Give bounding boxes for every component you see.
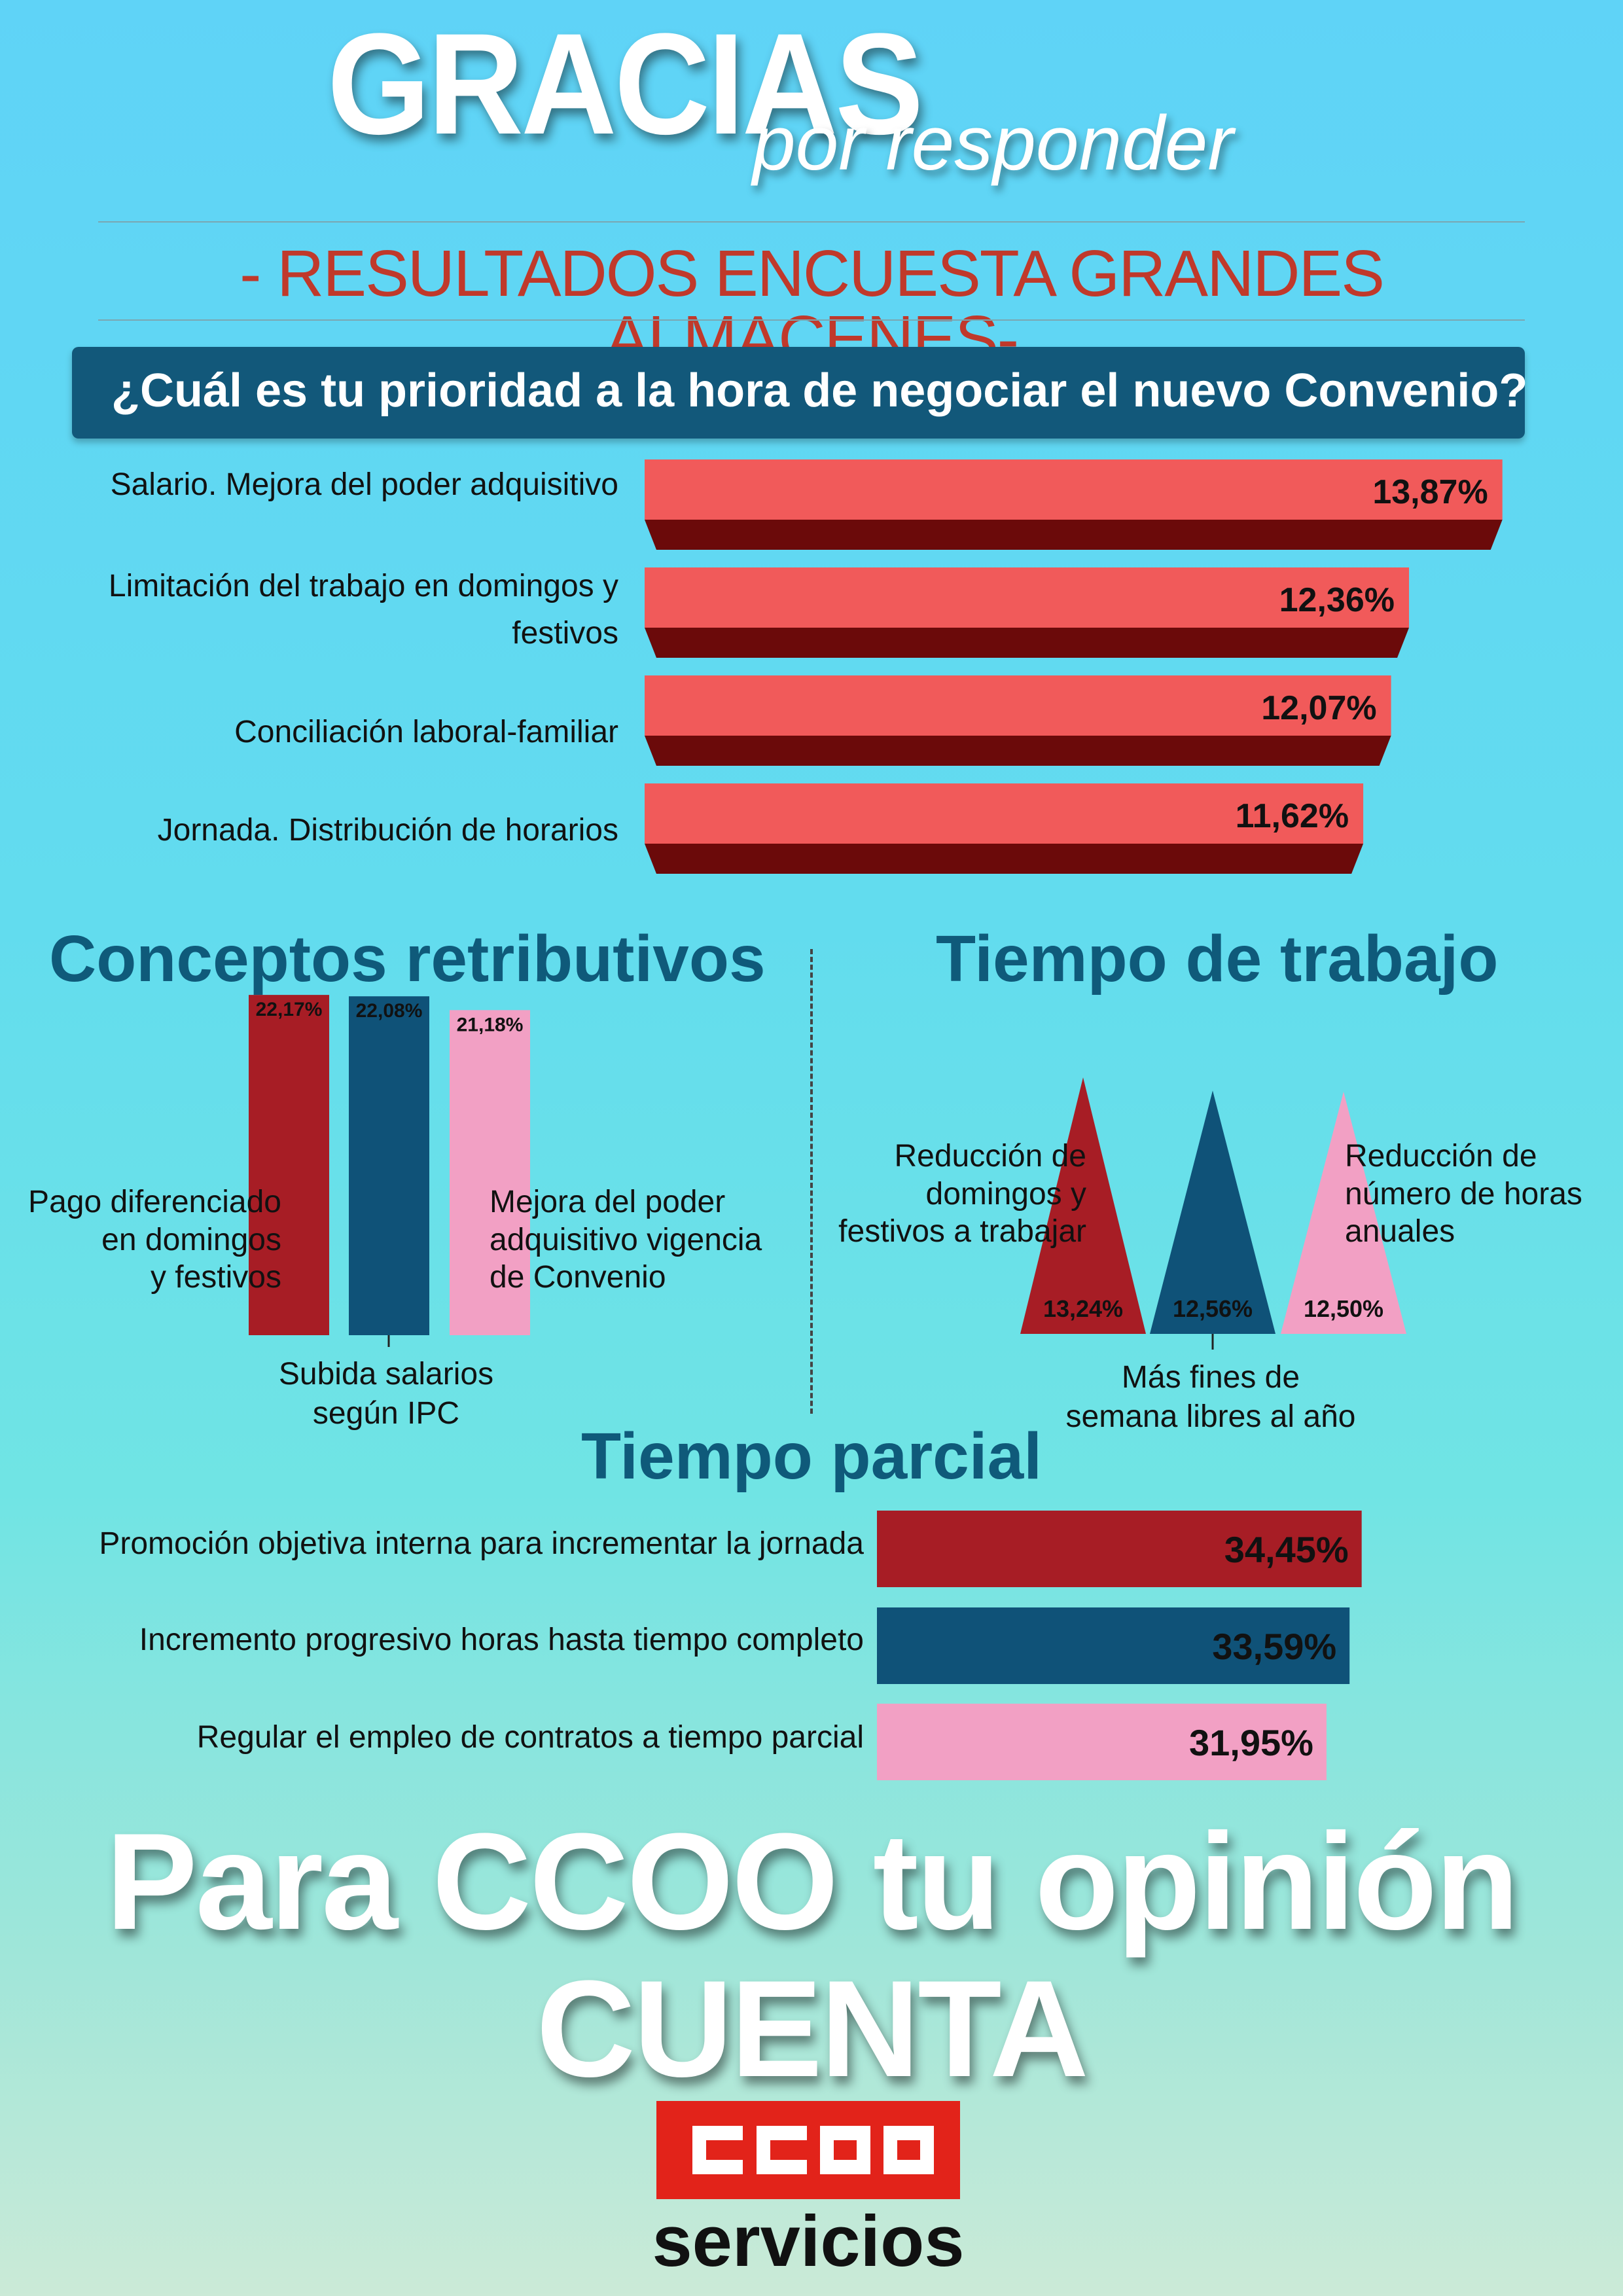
section-title-conceptos: Conceptos retributivos: [49, 922, 766, 996]
parcial-bar: [877, 1607, 1350, 1684]
question-text: ¿Cuál es tu prioridad a la hora de negoc…: [111, 365, 1528, 417]
top-rule: [98, 221, 1525, 223]
parcial-label-1: Promoción objetiva interna para incremen…: [99, 1526, 864, 1561]
bottom-rule: [98, 319, 1525, 321]
main-subtitle: por responder: [753, 100, 1234, 187]
priority-bar-side: [645, 520, 1503, 550]
parcial-label-2: Incremento progresivo horas hasta tiempo…: [139, 1623, 864, 1657]
priority-value-label: 13,87%: [1372, 473, 1488, 511]
tiempo-triangle: [1020, 1077, 1146, 1334]
tiempo-value-label: 12,56%: [1173, 1295, 1253, 1322]
parcial-bar: [877, 1704, 1327, 1780]
tiempo-label-bottom: Más fines de semana libres al año: [1065, 1360, 1356, 1434]
section-title-tiempo-trabajo: Tiempo de trabajo: [936, 922, 1499, 996]
priority-label-2: Limitación del trabajo en domingos y fes…: [108, 569, 618, 651]
tiempo-label-right: Reducción de número de horas anuales: [1345, 1139, 1582, 1249]
parcial-value-label: 34,45%: [1224, 1529, 1349, 1570]
tiempo-value-label: 13,24%: [1043, 1295, 1123, 1322]
ccoo-logo: [656, 2101, 960, 2199]
conceptos-label-bottom: Subida salarios según IPC: [278, 1357, 494, 1431]
main-title: GRACIAS: [327, 3, 923, 164]
tiempo-value-label: 12,50%: [1304, 1295, 1383, 1322]
priority-bar: [645, 567, 1410, 628]
ccoo-logo-mark: [692, 2126, 934, 2174]
tiempo-label-left: Reducción de domingos y festivos a traba…: [838, 1139, 1086, 1249]
footer-line-2: CUENTA: [536, 1952, 1088, 2106]
conceptos-bar: [349, 996, 429, 1335]
footer-line-1: Para CCOO tu opinión: [105, 1804, 1520, 1958]
priority-label-1: Salario. Mejora del poder adquisitivo: [110, 467, 618, 502]
priority-bar: [645, 675, 1391, 736]
section-title-tiempo-parcial: Tiempo parcial: [581, 1420, 1042, 1493]
tiempo-triangle: [1150, 1090, 1275, 1334]
priority-bar-side: [645, 736, 1391, 766]
priority-bar: [645, 459, 1503, 520]
parcial-label-3: Regular el empleo de contratos a tiempo …: [196, 1720, 864, 1755]
parcial-bar-chart: 34,45% 33,59% 31,95%: [877, 1511, 1362, 1780]
section-divider: [810, 949, 813, 1414]
conceptos-bar: [249, 995, 329, 1335]
tiempo-trabajo-chart: 13,24% 12,56% 12,50%: [1020, 1077, 1406, 1350]
conceptos-value-label: 21,18%: [457, 1014, 524, 1035]
conceptos-label-left: Pago diferenciado en domingos y festivos: [28, 1185, 281, 1295]
priority-value-label: 12,07%: [1261, 689, 1376, 727]
conceptos-bar: [450, 1010, 530, 1335]
priority-bar: [645, 783, 1364, 844]
priority-value-label: 11,62%: [1236, 797, 1349, 835]
conceptos-value-label: 22,17%: [256, 999, 323, 1020]
priority-bar-side: [645, 844, 1364, 874]
logo-subtitle: servicios: [652, 2201, 965, 2282]
priority-label-3: Conciliación laboral-familiar: [234, 715, 618, 749]
parcial-value-label: 33,59%: [1212, 1626, 1336, 1667]
question-banner: ¿Cuál es tu prioridad a la hora de negoc…: [72, 347, 1528, 439]
priority-bar-chart: 13,87% 12,36% 12,07% 11,62%: [645, 459, 1503, 874]
tiempo-triangle: [1281, 1092, 1406, 1334]
priority-value-label: 12,36%: [1279, 581, 1395, 619]
conceptos-label-right: Mejora del poder adquisitivo vigencia de…: [490, 1185, 762, 1295]
survey-title: - RESULTADOS ENCUESTA GRANDES ALMACENES-: [240, 237, 1385, 376]
parcial-bar: [877, 1511, 1362, 1587]
conceptos-value-label: 22,08%: [356, 1000, 423, 1022]
priority-label-4: Jornada. Distribución de horarios: [157, 813, 618, 848]
priority-bar-side: [645, 628, 1410, 658]
parcial-value-label: 31,95%: [1189, 1722, 1313, 1763]
conceptos-chart: 22,17% 22,08% 21,18%: [249, 995, 530, 1347]
